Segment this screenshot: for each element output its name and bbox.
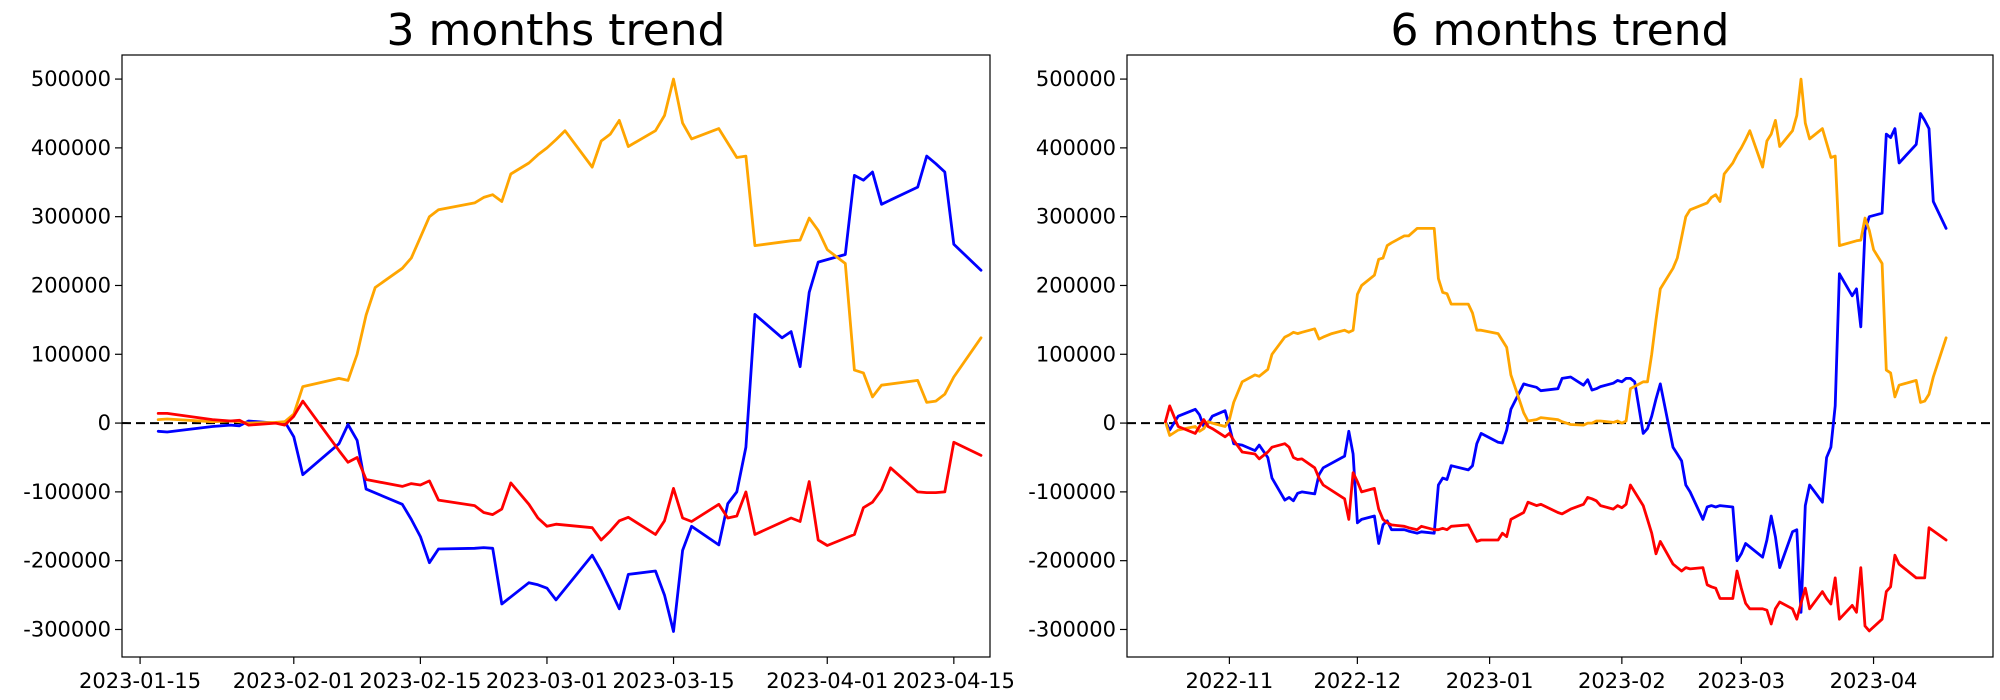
plot-area: [122, 77, 990, 633]
chart-title: 3 months trend: [387, 5, 726, 56]
y-tick-label: 400000: [31, 136, 111, 160]
series-line-red: [1164, 404, 1948, 633]
y-tick-label: -100000: [23, 480, 111, 504]
plot-area: [1127, 77, 1993, 633]
x-tick-label: 2023-01: [1446, 669, 1534, 693]
x-tick-label: 2023-02-01: [233, 669, 355, 693]
x-tick-label: 2023-03-01: [486, 669, 608, 693]
series-line-orange: [156, 77, 983, 425]
x-tick-label: 2023-01-15: [79, 669, 201, 693]
series-line-blue: [1164, 112, 1948, 614]
series-line-red: [156, 399, 983, 547]
y-tick-label: -300000: [1028, 617, 1116, 641]
y-tick-label: 300000: [1036, 205, 1116, 229]
x-tick-label: 2023-02: [1578, 669, 1666, 693]
chart-title: 6 months trend: [1391, 5, 1730, 56]
y-tick-label: -100000: [1028, 480, 1116, 504]
plot-frame: [121, 54, 991, 658]
y-tick-label: 500000: [1036, 67, 1116, 91]
series-line-orange: [1164, 77, 1948, 437]
y-tick-label: 400000: [1036, 136, 1116, 160]
x-tick-label: 2023-04-01: [766, 669, 888, 693]
y-tick-label: -300000: [23, 617, 111, 641]
y-tick-label: -200000: [23, 549, 111, 573]
y-tick-label: 300000: [31, 205, 111, 229]
x-tick-label: 2023-03-15: [613, 669, 735, 693]
x-tick-label: 2023-04: [1830, 669, 1918, 693]
y-tick-label: 100000: [31, 342, 111, 366]
y-tick-label: 200000: [1036, 273, 1116, 297]
y-tick-label: 100000: [1036, 342, 1116, 366]
x-tick-label: 2022-12: [1313, 669, 1401, 693]
x-tick-label: 2023-03: [1697, 669, 1785, 693]
x-tick-label: 2023-04-15: [893, 669, 1015, 693]
x-tick-label: 2022-11: [1186, 669, 1274, 693]
series-line-blue: [156, 154, 983, 633]
y-tick-label: 0: [98, 411, 111, 435]
y-tick-label: 200000: [31, 273, 111, 297]
x-tick-label: 2023-02-15: [359, 669, 481, 693]
chart-3-months: 3 months trend -300000 -200000 -100000 0 1000…: [23, 5, 1015, 693]
y-tick-label: 0: [1103, 411, 1116, 435]
chart-6-months: 6 months trend -300000 -200000 -100000 0 1000…: [1028, 5, 1994, 693]
y-tick-label: -200000: [1028, 549, 1116, 573]
y-tick-label: 500000: [31, 67, 111, 91]
plot-frame: [1126, 54, 1994, 658]
